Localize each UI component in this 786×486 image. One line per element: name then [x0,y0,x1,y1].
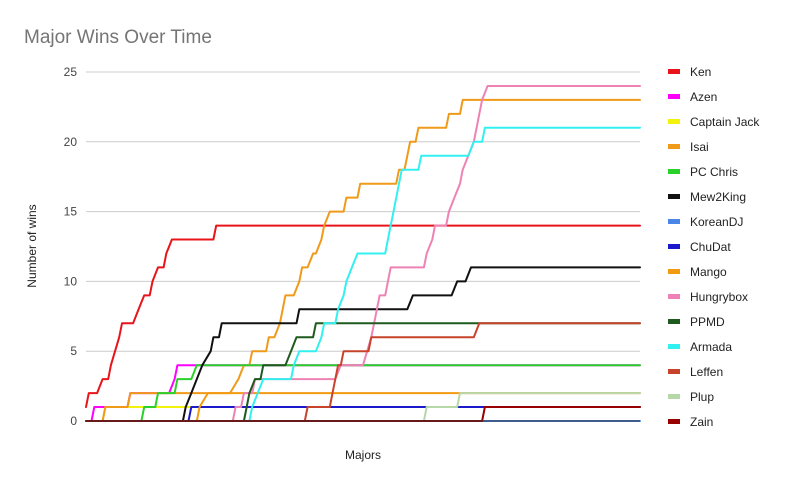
legend-swatch-armada [668,344,680,349]
legend-swatch-ken [668,69,680,74]
legend-label-azen: Azen [690,90,717,104]
series-line-zain [85,406,641,422]
y-tick-label: 5 [70,344,77,358]
y-tick-label: 20 [64,135,78,149]
legend-swatch-captain-jack [668,119,680,124]
plot-area [85,85,641,422]
legend-label-mango: Mango [690,265,727,279]
series-line-armada [85,126,641,422]
legend-label-chudat: ChuDat [690,240,731,254]
legend-label-ppmd: PPMD [690,315,725,329]
series-line-pc-chris [85,364,641,422]
legend-swatch-isai [668,144,680,149]
legend-swatch-koreandj [668,219,680,224]
series-line-ken [85,224,641,408]
legend-label-pc-chris: PC Chris [690,165,738,179]
legend-label-zain: Zain [690,415,713,429]
series-line-ppmd [85,322,641,422]
series-line-chudat [85,406,641,422]
legend-label-hungrybox: Hungrybox [690,290,748,304]
legend-label-armada: Armada [690,340,732,354]
legend-swatch-azen [668,94,680,99]
legend-swatch-zain [668,419,680,424]
legend-swatch-plup [668,394,680,399]
y-axis-label: Number of wins [25,204,39,287]
legend-swatch-leffen [668,369,680,374]
legend-swatch-chudat [668,244,680,249]
y-tick-label: 0 [70,414,77,428]
y-tick-label: 25 [64,65,78,79]
legend-label-koreandj: KoreanDJ [690,215,743,229]
legend-label-captain-jack: Captain Jack [690,115,760,129]
legend-swatch-pc-chris [668,169,680,174]
legend-label-leffen: Leffen [690,365,723,379]
y-tick-label: 10 [64,274,78,288]
legend-label-isai: Isai [690,140,709,154]
chart-grid [86,71,640,352]
legend-swatch-mango [668,269,680,274]
chart-title: Major Wins Over Time [24,27,212,48]
series-line-isai [85,98,641,422]
x-axis-label: Majors [345,448,381,462]
legend-label-mew2king: Mew2King [690,190,746,204]
legend-swatch-hungrybox [668,294,680,299]
legend-label-plup: Plup [690,390,714,404]
legend: Ken Azen Captain Jack Isai PC Chris Mew2King K… [668,65,760,429]
series-line-mew2king [85,266,641,422]
series-line-leffen [85,322,641,422]
legend-swatch-ppmd [668,319,680,324]
y-tick-label: 15 [64,205,78,219]
y-axis-ticks: 0 5 10 15 20 25 [64,65,78,428]
legend-swatch-mew2king [668,194,680,199]
legend-label-ken: Ken [690,65,711,79]
series-line-captain-jack [85,406,641,422]
